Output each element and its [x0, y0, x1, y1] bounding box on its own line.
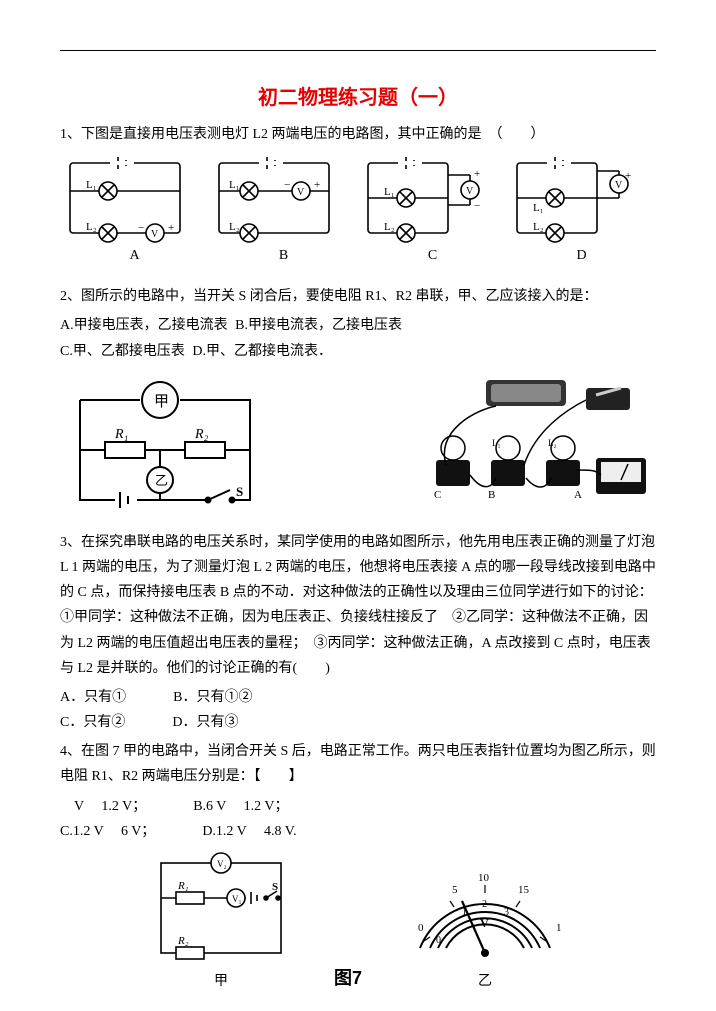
q3-optA: A．只有①	[60, 690, 126, 705]
svg-text:B: B	[488, 489, 495, 501]
fig7-label: 图7	[334, 964, 362, 990]
q3-optC: C．只有②	[60, 715, 125, 730]
svg-text:V₂: V₂	[217, 859, 227, 869]
q1-diagram-c: L₁ L₂ V + − C	[358, 151, 507, 264]
q4-meter-svg: 0 5 10 15 0 1 2 3 V 1	[400, 853, 570, 968]
svg-text:+: +	[168, 222, 174, 234]
q2-circuit-svg: 甲 乙 R₁ R₂ S	[60, 370, 270, 520]
q2-optB: B.甲接电流表，乙接电压表	[235, 318, 402, 333]
q1-label-a: A	[60, 248, 209, 264]
svg-text:L₁: L₁	[492, 438, 501, 448]
svg-text:R₂: R₂	[194, 427, 209, 442]
q3-text: 3、在探究串联电路的电压关系时，某同学使用的电路如图所示，他先用电压表正确的测量…	[60, 530, 656, 681]
q2-optA: A.甲接电压表，乙接电流表	[60, 318, 228, 333]
svg-text:V: V	[480, 916, 489, 930]
svg-text:R₁: R₁	[177, 880, 189, 892]
q1-text: 1、下图是直接用电压表测电灯 L2 两端电压的电路图，其中正确的是 （ ）	[60, 122, 656, 147]
meter-jia-label: 甲	[154, 394, 169, 410]
page: 初二物理练习题（一） 1、下图是直接用电压表测电灯 L2 两端电压的电路图，其中…	[0, 0, 716, 1010]
q1-label-d: D	[507, 248, 656, 264]
svg-text:+: +	[314, 179, 320, 191]
svg-text:S: S	[236, 484, 243, 499]
q1-diagram-d: L₁ L₂ V + D	[507, 151, 656, 264]
svg-text:V: V	[615, 180, 623, 191]
q4-sub-jia: 甲	[146, 970, 296, 990]
q4-optA: V 1.2 V；	[60, 799, 146, 814]
svg-text:L₂: L₂	[384, 221, 395, 233]
q4-text: 4、在图 7 甲的电路中，当闭合开关 S 后，电路正常工作。两只电压表指针位置均…	[60, 739, 656, 789]
q4-optC: C.1.2 V 6 V；	[60, 824, 155, 839]
svg-text:−: −	[138, 222, 144, 234]
svg-text:L₁: L₁	[384, 186, 395, 198]
svg-text:L₁: L₁	[86, 179, 97, 191]
q2-text: 2、图所示的电路中，当开关 S 闭合后，要使电阻 R1、R2 串联，甲、乙应该接…	[60, 284, 656, 309]
svg-text:L₂: L₂	[533, 221, 544, 233]
q1-label-c: C	[358, 248, 507, 264]
top-rule	[60, 50, 656, 51]
svg-text:10: 10	[478, 872, 490, 884]
svg-text:+: +	[625, 170, 631, 182]
svg-text:−: −	[284, 179, 290, 191]
svg-text:0: 0	[436, 935, 441, 946]
svg-text:L₂: L₂	[86, 221, 97, 233]
svg-text:L₁: L₁	[533, 202, 544, 214]
svg-text:S: S	[272, 881, 278, 893]
q4-circuit-svg: V₂ V₁ R₁ R₂ S	[146, 848, 296, 968]
svg-text:R₂: R₂	[177, 935, 189, 947]
svg-text:+: +	[474, 168, 480, 180]
circuit-c-svg: L₁ L₂ V + −	[358, 151, 488, 246]
q3-opts-line1: A．只有① B．只有①②	[60, 685, 656, 710]
q4-opts-line2: C.1.2 V 6 V； D.1.2 V 4.8 V.	[60, 819, 656, 844]
svg-text:0: 0	[418, 922, 424, 934]
svg-text:1: 1	[556, 922, 562, 934]
q4-row: V 1.2 V； B.6 V 1.2 V； C.1.2 V 6 V； D.1.2…	[60, 794, 656, 844]
q2-opts-line2: C.甲、乙都接电压表 D.甲、乙都接电流表．	[60, 339, 656, 364]
svg-text:L₂: L₂	[229, 221, 240, 233]
meter-yi-label: 乙	[155, 473, 168, 488]
q2-optC: C.甲、乙都接电压表	[60, 344, 185, 359]
svg-text:2: 2	[482, 899, 487, 910]
svg-text:5: 5	[452, 884, 458, 896]
svg-text:−: −	[474, 200, 480, 212]
circuit-d-svg: L₁ L₂ V +	[507, 151, 637, 246]
q4-optB: B.6 V 1.2 V；	[193, 799, 288, 814]
q4-opts-line1: V 1.2 V； B.6 V 1.2 V；	[60, 794, 656, 819]
circuit-a-svg: L₁ L₂ V − +	[60, 151, 190, 246]
q2-opts-line1: A.甲接电压表，乙接电流表 B.甲接电流表，乙接电压表	[60, 313, 656, 338]
q4-optD: D.1.2 V 4.8 V.	[202, 824, 296, 839]
q2-optD: D.甲、乙都接电流表．	[192, 344, 332, 359]
q3-opts-line2: C．只有② D．只有③	[60, 710, 656, 735]
q1-diagram-a: L₁ L₂ V − + A	[60, 151, 209, 264]
svg-text:L₁: L₁	[229, 179, 240, 191]
circuit-b-svg: L₁ L₂ V − +	[209, 151, 339, 246]
q3-optD: D．只有③	[172, 715, 238, 730]
q4-figures: V₂ V₁ R₁ R₂ S 甲 图7	[60, 848, 656, 990]
svg-text:C: C	[434, 489, 441, 501]
svg-text:L₂: L₂	[548, 438, 557, 448]
svg-text:V: V	[151, 229, 159, 240]
svg-text:15: 15	[518, 884, 530, 896]
svg-text:V: V	[297, 187, 305, 198]
q4-sub-yi: 乙	[400, 970, 570, 990]
svg-text:V: V	[466, 186, 474, 197]
svg-text:A: A	[574, 489, 582, 501]
svg-text:R₁: R₁	[114, 427, 128, 442]
svg-text:3: 3	[504, 907, 509, 918]
svg-text:1: 1	[462, 907, 467, 918]
doc-title: 初二物理练习题（一）	[60, 81, 656, 110]
q3-photo-svg: C B L₁ L₂ A	[396, 370, 656, 520]
q1-label-b: B	[209, 248, 358, 264]
q2-figures: 甲 乙 R₁ R₂ S	[60, 370, 656, 520]
q1-diagram-row: L₁ L₂ V − + A L₁ L₂	[60, 151, 656, 264]
q1-diagram-b: L₁ L₂ V − + B	[209, 151, 358, 264]
q3-optB: B．只有①②	[173, 690, 252, 705]
svg-text:V₁: V₁	[232, 894, 242, 904]
